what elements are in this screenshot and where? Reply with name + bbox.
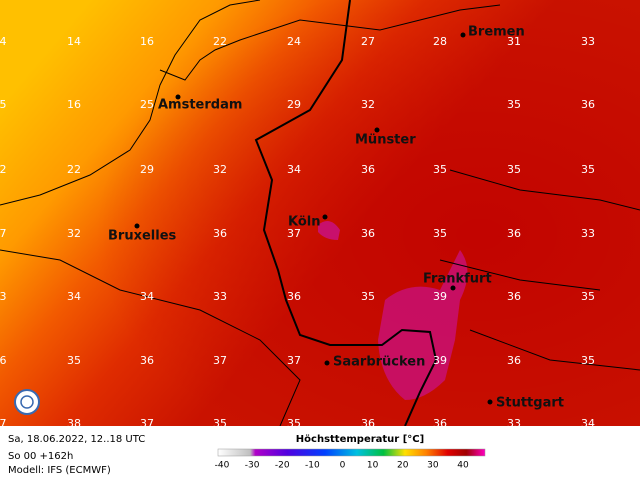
city-label: Bremen [468,25,525,40]
grid-value: 36 [581,98,595,111]
map-area: 4 14 16 22 24 27 28 31 335 16 25 29 32 35 362 22 29 32 34 3… [0,0,640,430]
grid-value: 35 [581,354,595,367]
grid-value: 31 [507,35,521,48]
grid-value: 34 [287,163,301,176]
grid-value: 35 [507,163,521,176]
grid-value: 33 [581,35,595,48]
legend-tick: 20 [397,461,409,471]
grid-value: 25 [140,98,154,111]
model: Modell: IFS (ECMWF) [8,465,111,476]
city-dot [487,399,493,405]
city-dot [175,94,181,100]
grid-value: 34 [140,290,154,303]
grid-value: 29 [287,98,301,111]
grid-value: 34 [67,290,81,303]
grid-value: 36 [140,354,154,367]
city-label: Bruxelles [108,229,177,244]
grid-value: 37 [213,354,227,367]
grid-value: 35 [433,163,447,176]
grid-value: 36 [507,354,521,367]
grid-value: 35 [581,290,595,303]
hot-area [318,221,340,240]
city-label: Stuttgart [496,396,564,411]
grid-value: 7 [0,227,7,240]
grid-value: 35 [67,354,81,367]
legend-tick: 40 [457,461,469,471]
temperature-field [0,0,640,426]
city-dot [322,214,328,220]
grid-value: 24 [287,35,301,48]
grid-value: 36 [507,290,521,303]
grid-value: 35 [361,290,375,303]
grid-value: 35 [507,98,521,111]
legend-tick: -30 [245,461,260,471]
grid-value: 16 [67,98,81,111]
grid-value: 14 [67,35,81,48]
grid-value: 39 [433,290,447,303]
city-label: Amsterdam [158,98,242,113]
grid-value: 37 [287,227,301,240]
city-label: Frankfurt [423,272,492,287]
grid-value: 32 [361,98,375,111]
hot-area [378,250,468,400]
grid-value: 32 [67,227,81,240]
grid-value: 39 [433,354,447,367]
grid-value: 36 [361,163,375,176]
grid-value: 27 [361,35,375,48]
grid-value: 33 [213,290,227,303]
grid-value: 33 [581,227,595,240]
grid-value: 4 [0,35,7,48]
grid-value: 29 [140,163,154,176]
legend-tick: 0 [340,461,346,471]
city-label: Saarbrücken [333,355,425,370]
grid-value: 28 [433,35,447,48]
legend-title: Höchsttemperatur [°C] [296,434,424,445]
city-dot [134,223,140,229]
legend-tick: -40 [215,461,230,471]
grid-value: 3 [0,290,7,303]
border [254,0,438,427]
grid-value: 22 [213,35,227,48]
grid-value: 36 [287,290,301,303]
grid-value: 5 [0,98,7,111]
grid-value: 37 [287,354,301,367]
grid-value: 35 [581,163,595,176]
grid-value: 22 [67,163,81,176]
run: So 00 +162h [8,451,73,462]
grid-value: 32 [213,163,227,176]
city-dot [374,127,380,133]
city-label: Münster [355,133,416,148]
grid-value: 16 [140,35,154,48]
coastlines [0,0,640,427]
grid-value: 2 [0,163,7,176]
grid-value: 7 [0,417,7,430]
colorbar [217,448,486,457]
grid-value: 35 [433,227,447,240]
legend-tick: -20 [275,461,290,471]
legend-tick: -10 [305,461,320,471]
logo[interactable] [14,389,40,415]
grid-value: 36 [507,227,521,240]
city-dot [460,32,466,38]
city-dot [324,360,330,366]
legend-tick: 30 [427,461,439,471]
city-label: Köln [288,215,321,230]
city-dot [450,285,456,291]
legend-tick: 10 [367,461,379,471]
grid-value: 6 [0,354,7,367]
grid-value: 36 [213,227,227,240]
grid-value: 36 [361,227,375,240]
valid-time: Sa, 18.06.2022, 12..18 UTC [8,434,145,445]
